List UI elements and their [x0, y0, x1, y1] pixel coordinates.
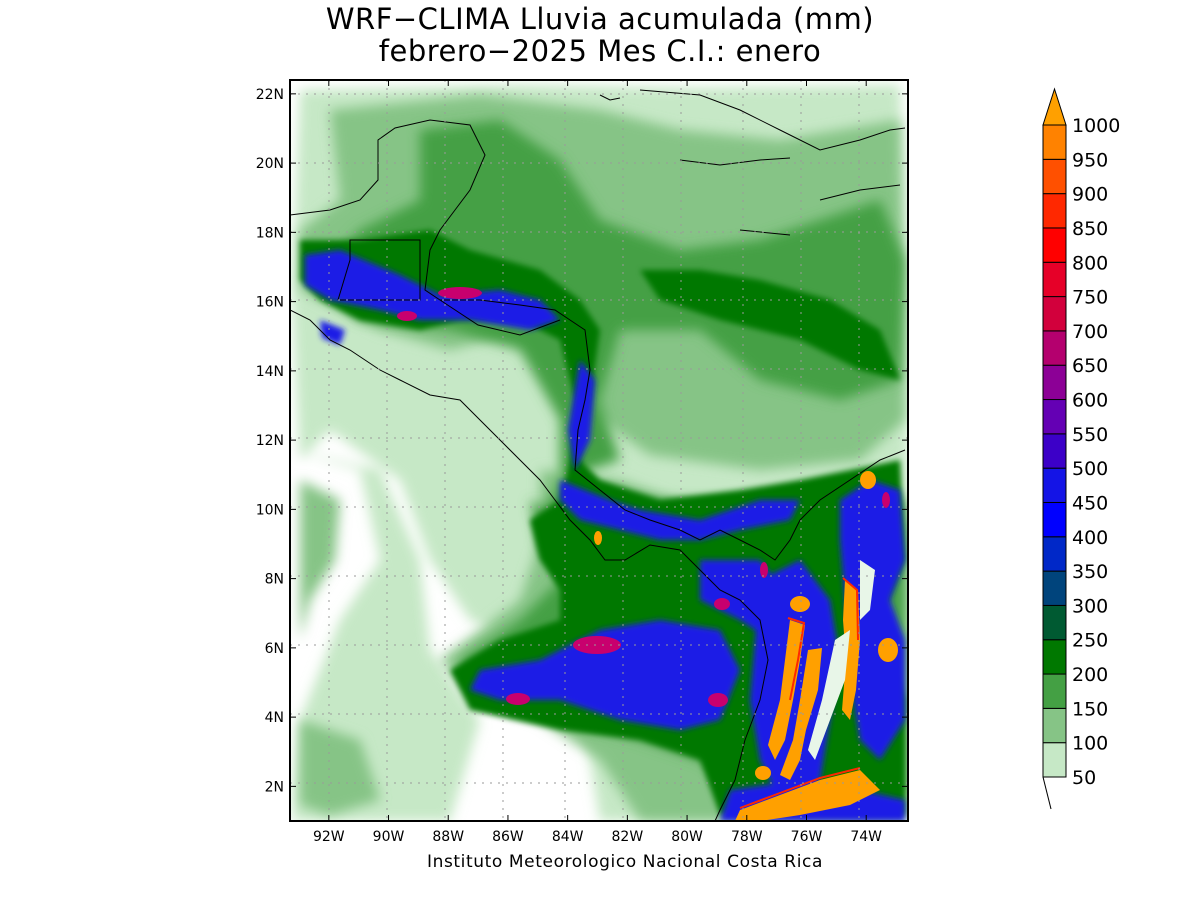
colorbar-swatch [1042, 124, 1067, 160]
colorbar-label: 400 [1072, 527, 1108, 549]
colorbar-label: 750 [1072, 287, 1108, 309]
latitude-axis: 22N 20N 18N 16N 14N 12N 10N 8N 6N 4N 2N [256, 87, 908, 795]
colorbar-label: 50 [1072, 767, 1096, 789]
colorbar-swatch [1042, 536, 1067, 572]
colorbar-label: 850 [1072, 218, 1108, 240]
lat-tick-label: 20N [256, 156, 284, 172]
lon-tick-label: 92W [313, 829, 345, 845]
lat-tick-label: 18N [256, 225, 284, 241]
rain-band-700 [397, 287, 890, 707]
colorbar-swatch [1042, 158, 1067, 195]
lon-tick-label: 84W [552, 829, 584, 845]
colorbar-swatch [1042, 639, 1067, 675]
colorbar-label: 950 [1072, 149, 1108, 171]
lon-tick-label: 76W [791, 829, 823, 845]
lat-tick-label: 8N [265, 572, 284, 588]
colorbar-label: 600 [1072, 390, 1108, 412]
graticule [290, 80, 908, 821]
lat-tick-label: 6N [265, 641, 284, 657]
lon-tick-label: 74W [850, 829, 882, 845]
colorbar-swatch [1042, 604, 1067, 641]
lon-tick-label: 90W [373, 829, 405, 845]
map-subtitle: febrero−2025 Mes C.I.: enero [378, 34, 822, 68]
map-title: WRF−CLIMA Lluvia acumulada (mm) [325, 2, 875, 36]
colorbar-swatch [1042, 467, 1067, 503]
rainfall-field [290, 80, 908, 821]
colorbar-swatch [1042, 364, 1067, 401]
dry-valley [808, 560, 875, 760]
colorbar-label: 650 [1072, 355, 1108, 377]
credit-text: Instituto Meteorologico Nacional Costa R… [426, 852, 824, 872]
lat-tick-label: 16N [256, 295, 284, 311]
colorbar-extend-top [1042, 87, 1067, 126]
colorbar-swatch [1042, 261, 1067, 298]
colorbar-swatch [1042, 742, 1067, 778]
colorbar-label: 500 [1072, 458, 1108, 480]
colorbar-swatch [1042, 673, 1067, 709]
map-frame [289, 79, 909, 822]
lat-tick-label: 2N [265, 779, 284, 795]
colorbar-swatch [1042, 193, 1067, 229]
colorbar-swatch [1042, 570, 1067, 606]
colorbar-swatch [1042, 433, 1067, 469]
colorbar-label: 700 [1072, 321, 1108, 343]
lon-tick-label: 78W [731, 829, 763, 845]
colorbar-swatch [1042, 501, 1067, 538]
lat-tick-label: 10N [256, 502, 284, 518]
colorbar-label: 200 [1072, 664, 1108, 686]
colorbar-label: 550 [1072, 424, 1108, 446]
lon-tick-label: 82W [612, 829, 644, 845]
lon-tick-label: 88W [432, 829, 464, 845]
colorbar-label: 300 [1072, 595, 1108, 617]
colorbar-swatch [1042, 296, 1067, 332]
colorbar-label: 1000 [1072, 115, 1120, 137]
lat-tick-label: 14N [256, 364, 284, 380]
colorbar-swatch [1042, 330, 1067, 366]
colorbar-label: 250 [1072, 630, 1108, 652]
lon-tick-label: 80W [671, 829, 703, 845]
colorbar-swatch [1042, 707, 1067, 744]
colorbar-label: 150 [1072, 698, 1108, 720]
colorbar-label: 350 [1072, 561, 1108, 583]
colorbar-extend-bottom [1042, 776, 1052, 810]
colorbar: 50 100 150 200 250 300 350 400 450 500 550 600 650 70… [1042, 87, 1120, 810]
colorbar-label: 900 [1072, 184, 1108, 206]
lon-tick-label: 86W [492, 829, 524, 845]
lat-tick-label: 4N [265, 710, 284, 726]
colorbar-swatch [1042, 227, 1067, 263]
colorbar-label: 100 [1072, 733, 1108, 755]
colorbar-swatch [1042, 399, 1067, 435]
colorbar-label: 450 [1072, 492, 1108, 514]
longitude-axis: 92W 90W 88W 86W 84W 82W 80W 78W 76W 74W [313, 80, 882, 845]
lat-tick-label: 12N [256, 433, 284, 449]
lat-tick-label: 22N [256, 87, 284, 103]
colorbar-label: 800 [1072, 252, 1108, 274]
